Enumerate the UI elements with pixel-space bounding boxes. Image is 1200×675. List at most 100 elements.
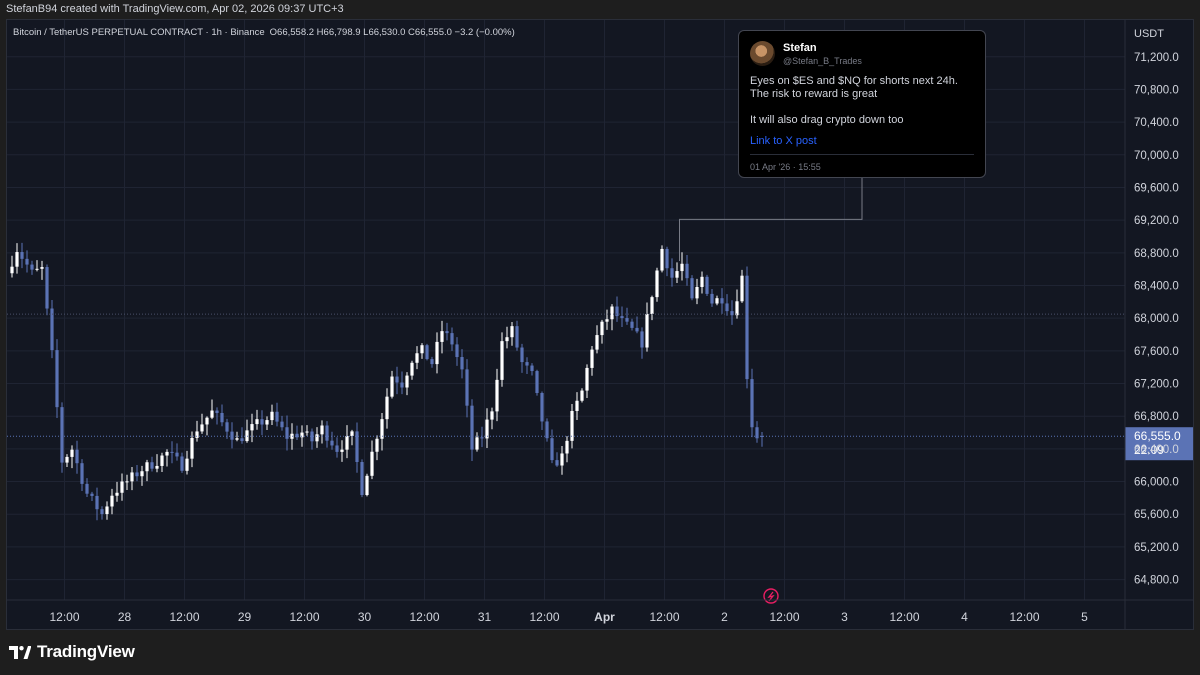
y-tick-label: 71,200.0 (1134, 52, 1179, 64)
candle-body (450, 333, 454, 345)
candle-body (45, 267, 49, 309)
candle-body (60, 407, 64, 463)
candle-body (750, 379, 754, 428)
candle-body (550, 438, 554, 461)
candle-body (760, 435, 764, 437)
candle-body (710, 293, 714, 304)
candle-body (705, 276, 709, 294)
candle-body (55, 350, 59, 408)
candle-body (755, 427, 759, 439)
candle-body (580, 390, 584, 401)
x-tick-label: 5 (1081, 610, 1088, 624)
candle-body (555, 460, 559, 466)
candle-body (150, 462, 154, 469)
candlestick-chart[interactable]: 66,555.022:09 71,200.0 70,800.0 70,400.0 70… (7, 20, 1194, 630)
candle-body (210, 410, 214, 418)
x-tick-label: 12:00 (1009, 610, 1039, 624)
candle-body (10, 266, 14, 274)
candle-body (665, 248, 669, 269)
tradingview-brand[interactable]: TradingView (9, 642, 135, 662)
x-tick-label: 12:00 (889, 610, 919, 624)
candle-body (140, 471, 144, 477)
avatar[interactable] (750, 41, 775, 66)
candle-body (440, 331, 444, 342)
y-tick-label: 67,600.0 (1134, 346, 1179, 358)
candle-body (205, 417, 209, 425)
candle-body (125, 481, 129, 483)
attribution-text: StefanB94 created with TradingView.com, … (6, 3, 344, 15)
candle-body (310, 431, 314, 442)
candle-body (340, 449, 344, 452)
candle-body (570, 410, 574, 441)
x-tick-label: 29 (238, 610, 252, 624)
candle-body (510, 326, 514, 338)
candle-body (165, 451, 169, 456)
candle-body (410, 362, 414, 376)
candle-body (590, 349, 594, 368)
candle-body (315, 434, 319, 442)
candle-body (565, 440, 569, 454)
y-tick-label: 69,600.0 (1134, 182, 1179, 194)
candle-body (605, 319, 609, 322)
tweet-author-handle: @Stefan_B_Trades (783, 55, 862, 66)
tweet-link[interactable]: Link to X post (750, 135, 817, 147)
last-price-countdown: 22:09 (1134, 443, 1164, 457)
candle-body (200, 424, 204, 432)
candle-body (700, 276, 704, 287)
tradingview-logo-icon (9, 645, 31, 659)
candle-body (170, 451, 174, 453)
candle-body (220, 412, 224, 423)
candle-body (630, 321, 634, 328)
y-tick-label: 67,200.0 (1134, 379, 1179, 391)
candle-body (190, 437, 194, 459)
candle-body (425, 345, 429, 360)
candle-body (20, 252, 24, 259)
candle-body (215, 410, 219, 413)
candle-body (460, 357, 464, 370)
candle-body (15, 252, 19, 267)
currency-label: USDT (1134, 28, 1164, 40)
candle-body (595, 335, 599, 350)
candle-body (610, 306, 614, 320)
candle-body (535, 371, 539, 394)
x-tick-label: 12:00 (289, 610, 319, 624)
candle-body (175, 452, 179, 457)
candle-body (500, 341, 504, 380)
x-tick-label: 12:00 (169, 610, 199, 624)
candle-body (130, 472, 134, 482)
candle-body (625, 318, 629, 322)
candle-body (135, 472, 139, 477)
chart-panel[interactable]: 66,555.0 22:09 71,200.0 70,800.0 70,400.0 70… (6, 19, 1194, 630)
candle-body (650, 297, 654, 314)
y-tick-label: 68,400.0 (1134, 280, 1179, 292)
candle-body (80, 463, 84, 484)
footer-bar: TradingView (0, 630, 1200, 675)
candle-body (420, 345, 424, 354)
candle-body (735, 301, 739, 316)
candle-body (400, 382, 404, 388)
candle-body (490, 411, 494, 420)
candle-body (365, 475, 369, 496)
candle-body (275, 411, 279, 422)
y-tick-label: 66,400.0 (1134, 444, 1179, 456)
lightning-marker-icon (763, 588, 779, 604)
candle-body (405, 375, 409, 388)
y-tick-label: 70,800.0 (1134, 84, 1179, 96)
candle-body (30, 264, 34, 270)
candle-body (575, 400, 579, 411)
candle-body (85, 483, 89, 494)
candle-body (465, 369, 469, 406)
candle-body (670, 268, 674, 278)
candle-body (635, 327, 639, 332)
candle-body (285, 427, 289, 439)
x-tick-label: 4 (961, 610, 968, 624)
x-tick-label: 12:00 (409, 610, 439, 624)
candle-body (525, 362, 529, 366)
candle-body (350, 431, 354, 436)
candle-body (390, 376, 394, 397)
candle-body (520, 347, 524, 363)
x-tick-label: 28 (118, 610, 132, 624)
tweet-card[interactable]: Stefan @Stefan_B_Trades Eyes on $ES and … (738, 30, 986, 178)
x-tick-label: 12:00 (769, 610, 799, 624)
candle-body (355, 431, 359, 463)
